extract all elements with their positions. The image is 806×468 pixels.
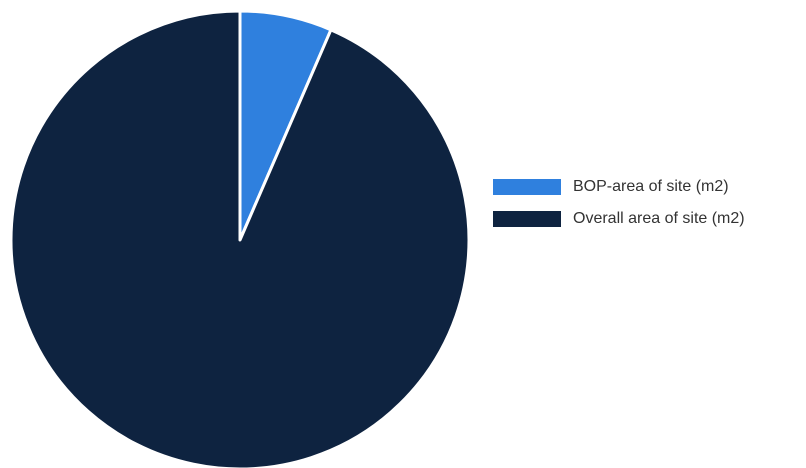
chart-legend: BOP-area of site (m2) Overall area of si… xyxy=(493,176,745,230)
legend-label-bop-area: BOP-area of site (m2) xyxy=(573,178,729,195)
legend-swatch-bop-area xyxy=(493,179,561,195)
legend-swatch-overall-area xyxy=(493,211,561,227)
legend-label-overall-area: Overall area of site (m2) xyxy=(573,210,745,227)
legend-item-bop-area[interactable]: BOP-area of site (m2) xyxy=(493,176,745,198)
legend-item-overall-area[interactable]: Overall area of site (m2) xyxy=(493,208,745,230)
pie-slice-1[interactable] xyxy=(9,9,471,468)
